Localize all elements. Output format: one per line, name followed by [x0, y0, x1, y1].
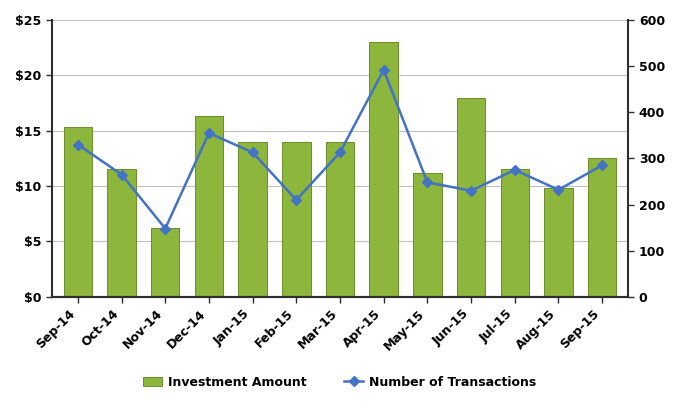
Number of Transactions	[554, 187, 562, 192]
Bar	[457, 97, 486, 297]
Number of Transactions	[161, 226, 169, 231]
Bar	[239, 142, 267, 297]
Number of Transactions	[118, 172, 126, 177]
Number of Transactions	[205, 130, 213, 135]
Bar	[107, 169, 136, 297]
Number of Transactions	[249, 150, 257, 155]
Bar	[588, 158, 616, 297]
Number of Transactions	[292, 198, 301, 202]
Number of Transactions	[423, 180, 431, 185]
Bar	[544, 188, 573, 297]
Bar	[413, 173, 441, 297]
Bar	[500, 169, 529, 297]
Bar	[369, 42, 398, 297]
Number of Transactions	[336, 150, 344, 155]
Bar	[326, 142, 354, 297]
Number of Transactions	[467, 188, 475, 193]
Number of Transactions	[74, 142, 82, 147]
Bar	[64, 127, 92, 297]
Bar	[282, 142, 311, 297]
Bar	[151, 228, 180, 297]
Bar	[194, 116, 223, 297]
Number of Transactions	[511, 168, 519, 173]
Legend: Investment Amount, Number of Transactions: Investment Amount, Number of Transaction…	[138, 371, 542, 394]
Number of Transactions	[598, 163, 606, 168]
Number of Transactions	[379, 67, 388, 72]
Line: Number of Transactions: Number of Transactions	[74, 66, 606, 232]
